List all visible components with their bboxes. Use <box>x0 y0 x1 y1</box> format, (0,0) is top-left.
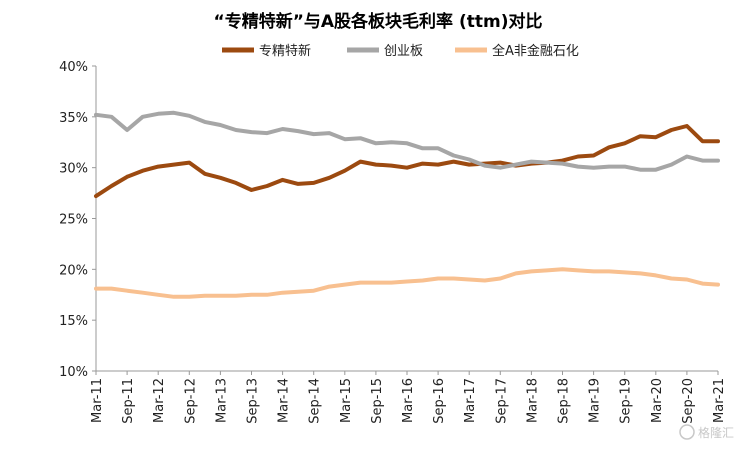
x-tick-label: Mar-21 <box>712 378 727 423</box>
legend-label: 创业板 <box>384 44 423 59</box>
y-tick-label: 20% <box>59 263 88 278</box>
series-lines <box>94 110 720 299</box>
x-tick-label: Sep-16 <box>432 378 447 424</box>
y-axis: 10% 15% 20% 25% 30% 35% 40% <box>59 60 97 380</box>
x-tick-label: Sep-14 <box>308 378 323 424</box>
x-tick-label: Sep-13 <box>246 378 261 424</box>
x-tick-label: Sep-12 <box>183 378 198 424</box>
series-line-3 <box>94 267 720 299</box>
x-tick-label: Mar-11 <box>90 378 105 423</box>
x-tick-label: Sep-11 <box>121 378 136 424</box>
x-tick-label: Sep-18 <box>557 378 572 424</box>
chart-title: “专精特新”与A股各板块毛利率 (ttm)对比 <box>214 11 543 32</box>
x-tick-label: Mar-18 <box>525 378 540 423</box>
x-tick-label: Sep-20 <box>681 378 696 424</box>
y-tick-label: 30% <box>59 162 88 177</box>
legend-label: 专精特新 <box>259 43 311 59</box>
x-tick-label: Mar-16 <box>401 378 416 423</box>
x-tick-label: Mar-15 <box>339 378 354 423</box>
x-tick-label: Mar-13 <box>214 378 229 423</box>
x-tick-label: Mar-19 <box>588 378 603 423</box>
x-tick-label: Mar-17 <box>463 378 478 423</box>
y-tick-label: 10% <box>59 365 88 380</box>
watermark-logo-icon <box>679 424 695 440</box>
x-tick-label: Sep-17 <box>494 378 509 424</box>
x-tick-label: Mar-14 <box>277 378 292 423</box>
y-tick-label: 35% <box>59 111 88 126</box>
series-line-1 <box>94 124 720 199</box>
x-axis: Mar-11 Sep-11 Mar-12 Sep-12 Mar-13 Sep-13 Mar-… <box>90 370 727 424</box>
y-tick-label: 25% <box>59 213 88 228</box>
x-tick-label: Mar-12 <box>152 378 167 423</box>
watermark-text: 格隆汇 <box>698 425 734 440</box>
x-tick-label: Mar-20 <box>650 378 665 423</box>
x-tick-label: Sep-15 <box>370 378 385 424</box>
legend-label: 全A非金融石化 <box>492 43 579 59</box>
legend: 专精特新 创业板 全A非金融石化 <box>222 43 579 59</box>
y-tick-label: 15% <box>59 314 88 329</box>
y-tick-label: 40% <box>59 60 88 75</box>
x-tick-label: Sep-19 <box>619 378 634 424</box>
series-line-2 <box>94 110 720 172</box>
watermark: 格隆汇 <box>679 424 734 440</box>
